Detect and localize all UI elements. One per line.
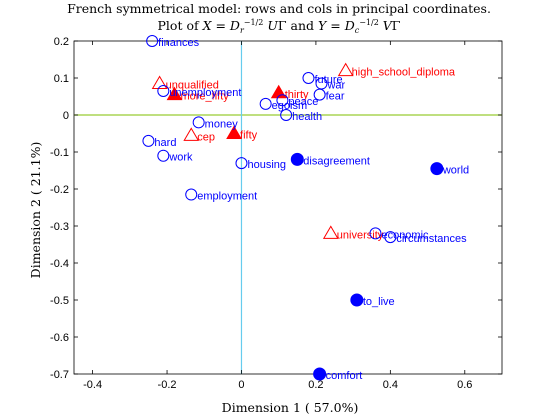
row-point-fifty <box>226 125 242 139</box>
point-label-world: world <box>442 165 469 177</box>
y-tick-label: 0.1 <box>54 73 69 85</box>
col-point-peace <box>276 94 289 107</box>
y-tick-label: -0.2 <box>50 184 69 196</box>
point-label-high_school_diploma: high_school_diploma <box>352 67 456 79</box>
y-tick-label: 0 <box>63 110 69 122</box>
col-point-work <box>157 149 170 162</box>
point-label-finances: finances <box>158 37 199 49</box>
point-label-health: health <box>292 111 322 123</box>
col-point-finances <box>146 35 159 47</box>
point-label-to_live: to_live <box>363 296 395 308</box>
point-label-fear: fear <box>326 91 345 103</box>
point-label-money: money <box>205 118 239 130</box>
point-label-disagreement: disagreement <box>303 155 370 167</box>
col-point-money <box>192 116 205 129</box>
point-label-unqualified: unqualified <box>166 80 219 92</box>
y-tick-label: -0.4 <box>50 258 69 270</box>
chart-title-line2: Plot of X = Dr−1/2 UΓ and Y = Dc−1/2 VΓ <box>158 18 401 35</box>
row-point-unqualified <box>151 75 168 90</box>
col-point-future <box>302 72 315 84</box>
point-label-war: war <box>326 80 345 92</box>
y-tick-label: -0.1 <box>50 147 69 159</box>
col-point-comfort <box>313 367 327 381</box>
x-tick-label: 0.4 <box>383 379 398 391</box>
point-label-housing: housing <box>247 159 286 171</box>
x-tick-label: 0 <box>238 379 244 391</box>
point-label-cep: cep <box>197 131 215 143</box>
col-point-disagreement <box>290 152 304 166</box>
y-tick-label: 0.2 <box>54 36 69 48</box>
x-tick-label: -0.2 <box>158 379 177 391</box>
axes-box <box>73 40 503 375</box>
col-point-fear <box>313 88 326 101</box>
row-point-university <box>322 225 339 239</box>
point-label-hard: hard <box>154 137 176 149</box>
col-point-employment <box>185 188 198 201</box>
y-tick-label: -0.7 <box>50 369 69 381</box>
row-point-cep <box>183 127 200 141</box>
point-label-thirty: thirty <box>285 89 309 101</box>
y-axis-label: Dimension 2 ( 21.1%) <box>28 142 43 279</box>
col-point-egoism <box>259 97 272 110</box>
point-label-peace: peace <box>288 96 318 108</box>
point-label-egoism: egoism <box>272 100 307 112</box>
col-point-to_live <box>350 293 364 307</box>
col-point-health <box>280 109 293 121</box>
y-tick-label: -0.6 <box>50 332 69 344</box>
col-point-hard <box>142 134 155 147</box>
point-label-future: future <box>314 74 342 86</box>
x-axis-label: Dimension 1 ( 57.0%) <box>222 400 359 415</box>
x-tick-label: 0.6 <box>457 379 472 391</box>
point-label-circumstances: circumstances <box>396 233 467 245</box>
col-point-world <box>430 162 444 176</box>
point-label-unemployment: unemployment <box>169 87 241 99</box>
chart-title-line1: French symmetrical model: rows and cols … <box>67 1 491 16</box>
plot-area: -0.4 -0.2 0 0.2 0.4 0.6 0.2 0.1 0 -0.1 -0.2 -0.3 -0.… <box>50 35 503 391</box>
col-point-housing <box>235 157 248 170</box>
y-tick-label: -0.5 <box>50 295 69 307</box>
x-tick-label: -0.4 <box>83 379 102 391</box>
point-label-more_fifty: more_fifty <box>180 91 229 103</box>
x-tick-label: 0.2 <box>308 379 323 391</box>
col-point-economic <box>369 227 382 240</box>
point-label-comfort: comfort <box>326 370 363 382</box>
row-point-more_fifty <box>166 86 183 101</box>
col-point-circumstances <box>384 231 397 244</box>
point-label-fifty: fifty <box>240 130 258 142</box>
y-tick-label: -0.3 <box>50 221 69 233</box>
col-point-unemployment <box>157 84 170 97</box>
point-label-work: work <box>168 152 193 164</box>
point-label-employment: employment <box>197 191 257 203</box>
point-label-university: university <box>337 229 384 241</box>
row-point-high_school_diploma <box>337 62 354 77</box>
